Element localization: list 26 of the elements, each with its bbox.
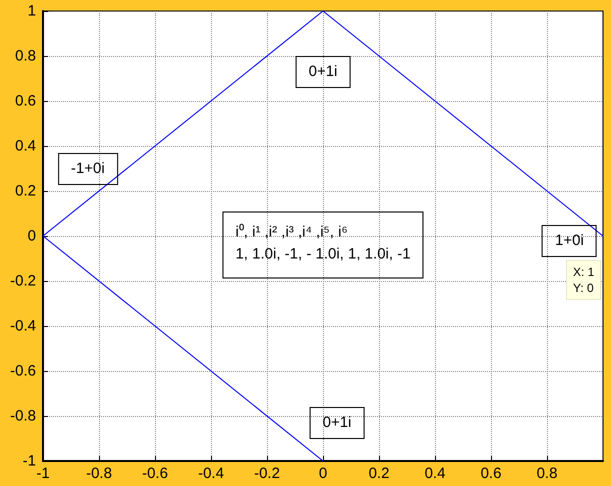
y-tick-label: 0.4 (15, 138, 36, 154)
y-tick-label: -0.4 (10, 318, 36, 334)
y-tick-label: 0.2 (15, 182, 36, 200)
y-tick-label: 0.6 (15, 92, 36, 110)
y-tick-label: -1 (22, 452, 36, 470)
y-tick-label: -0.6 (10, 362, 36, 380)
x-tick-label: 0.8 (536, 465, 558, 482)
x-tick-label: 0.4 (424, 465, 446, 482)
x-tick-label: 0.6 (480, 465, 502, 482)
y-tick-label: 0.8 (15, 48, 36, 64)
annotation: -1+0i (58, 152, 118, 184)
x-tick-label: -0.6 (142, 465, 168, 482)
y-tick-label: 0 (28, 228, 36, 244)
y-tick-label: -0.2 (10, 272, 36, 290)
annotation: 0+1i (310, 406, 364, 439)
annotation: 0+1i (296, 56, 350, 88)
x-tick-label: 0 (318, 465, 328, 482)
x-tick-label: 0.2 (368, 465, 390, 482)
y-tick-label: 1 (28, 2, 36, 20)
annotation: 1+0i (542, 224, 597, 256)
annotation: i⁰, i¹ ,i² ,i³ ,i⁴ ,i⁵, i⁶ 1, 1.0i, -1, - 1.0i, 1, 1.0i, -1 (222, 212, 424, 278)
x-tick-label: -0.4 (198, 465, 224, 482)
x-tick-label: -0.2 (254, 465, 280, 482)
annotation: X: 1 Y: 0 (566, 260, 602, 300)
x-tick-label: -0.8 (86, 465, 112, 482)
y-tick-label: -0.8 (10, 408, 36, 424)
